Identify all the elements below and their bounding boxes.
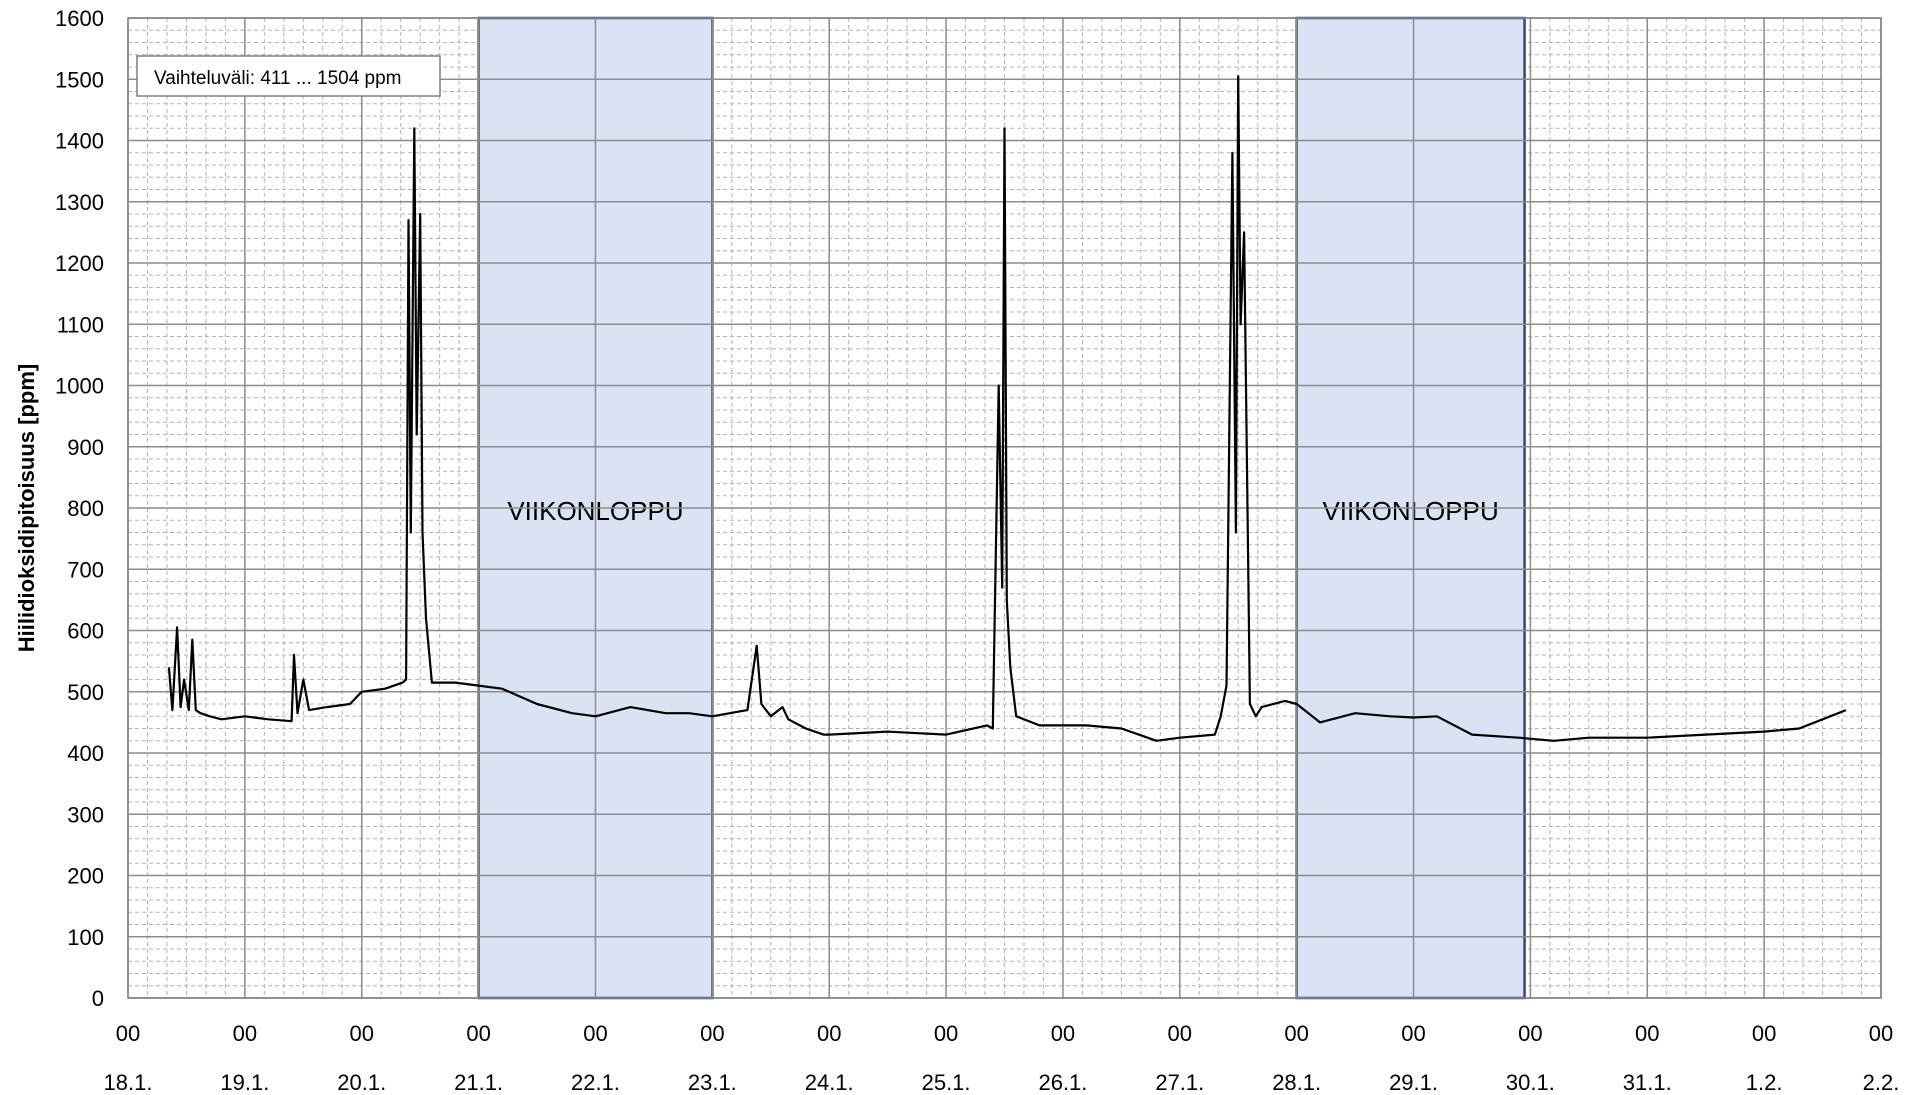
y-tick-label: 300 <box>67 802 104 827</box>
x-tick-time-label: 00 <box>1401 1021 1425 1046</box>
x-tick-date-label: 26.1. <box>1038 1070 1087 1095</box>
y-tick-label: 1300 <box>55 190 104 215</box>
y-tick-label: 400 <box>67 741 104 766</box>
x-tick-date-label: 28.1. <box>1272 1070 1321 1095</box>
x-tick-time-label: 00 <box>700 1021 724 1046</box>
x-tick-time-label: 00 <box>466 1021 490 1046</box>
x-tick-date-label: 25.1. <box>922 1070 971 1095</box>
y-tick-label: 0 <box>92 986 104 1011</box>
series-layer <box>167 75 1847 742</box>
x-tick-time-label: 00 <box>1869 1021 1893 1046</box>
y-tick-label: 1600 <box>55 6 104 31</box>
x-tick-date-label: 29.1. <box>1389 1070 1438 1095</box>
plot-area-border <box>127 17 1882 999</box>
x-tick-time-label: 00 <box>1518 1021 1542 1046</box>
y-tick-label: 600 <box>67 619 104 644</box>
x-tick-time-label: 00 <box>349 1021 373 1046</box>
x-tick-date-label: 27.1. <box>1155 1070 1204 1095</box>
x-tick-date-label: 1.2. <box>1746 1070 1783 1095</box>
x-tick-time-label: 00 <box>1635 1021 1659 1046</box>
x-tick-date-label: 30.1. <box>1506 1070 1555 1095</box>
y-axis-label: Hiilidioksidipitoisuus [ppm] <box>14 364 39 652</box>
x-tick-date-label: 31.1. <box>1623 1070 1672 1095</box>
y-tick-label: 1200 <box>55 251 104 276</box>
co2-series-line <box>167 75 1847 742</box>
x-tick-date-label: 2.2. <box>1863 1070 1900 1095</box>
x-tick-date-label: 19.1. <box>220 1070 269 1095</box>
x-tick-time-label: 00 <box>1284 1021 1308 1046</box>
y-tick-label: 500 <box>67 680 104 705</box>
x-tick-time-label: 00 <box>116 1021 140 1046</box>
y-tick-label: 1400 <box>55 129 104 154</box>
y-tick-label: 1100 <box>57 312 104 337</box>
y-tick-labels: 0 100 200 300 400 500 600 700 800 900 1000 1100 1200… <box>55 6 104 1011</box>
x-tick-date-label: 21.1. <box>454 1070 503 1095</box>
y-tick-label: 100 <box>67 925 104 950</box>
x-tick-time-label: 00 <box>1752 1021 1776 1046</box>
x-tick-time-label: 00 <box>934 1021 958 1046</box>
y-tick-label: 200 <box>67 864 104 889</box>
x-tick-time-label: 00 <box>817 1021 841 1046</box>
weekend-label: VIIKONLOPPU <box>1322 496 1498 526</box>
y-tick-label: 800 <box>67 496 104 521</box>
x-tick-date-label: 23.1. <box>688 1070 737 1095</box>
x-tick-date-label: 24.1. <box>805 1070 854 1095</box>
range-annotation-text: Vaihteluväli: 411 ... 1504 ppm <box>154 68 402 89</box>
y-tick-label: 1500 <box>55 67 104 92</box>
x-tick-date-label: 20.1. <box>337 1070 386 1095</box>
x-tick-time-label: 00 <box>1168 1021 1192 1046</box>
x-tick-labels: 00 00 00 00 00 00 00 00 00 00 00 00 00 00 00 00 18.1. 19.… <box>104 1021 1900 1095</box>
y-tick-label: 900 <box>67 435 104 460</box>
x-tick-date-label: 18.1. <box>104 1070 153 1095</box>
x-tick-time-label: 00 <box>233 1021 257 1046</box>
x-tick-date-label: 22.1. <box>571 1070 620 1095</box>
y-tick-label: 1000 <box>55 374 104 399</box>
range-annotation-box: Vaihteluväli: 411 ... 1504 ppm <box>136 55 441 97</box>
y-tick-label: 700 <box>67 557 104 582</box>
x-tick-time-label: 00 <box>1051 1021 1075 1046</box>
x-tick-time-label: 00 <box>583 1021 607 1046</box>
